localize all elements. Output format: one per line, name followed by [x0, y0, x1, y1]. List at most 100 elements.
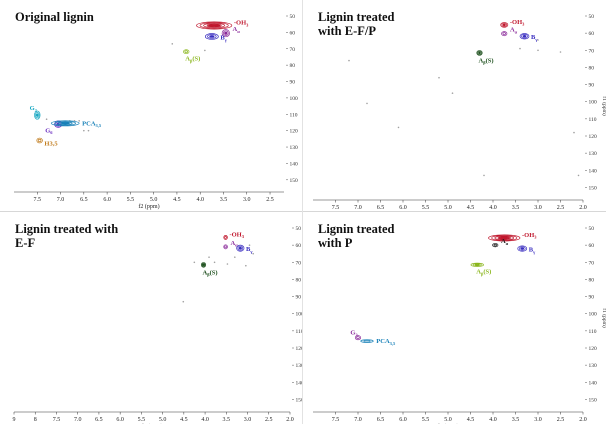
y-tick-label: 140 — [589, 168, 598, 174]
noise-point — [226, 263, 229, 265]
crosspeak-label: -OH3 — [510, 19, 525, 27]
crosspeak: Aα — [501, 27, 518, 37]
noise-point — [234, 256, 236, 258]
crosspeak: G2 — [350, 330, 362, 341]
panel-title: Original lignin — [15, 10, 94, 24]
x-tick-label: 3.5 — [223, 417, 231, 423]
x-tick-label: 4.0 — [196, 197, 204, 203]
y-axis: 50 60 70 80 90 100 110 120 130 140 150 f1 (ppm) — [585, 14, 606, 191]
x-tick-label: 7.0 — [57, 197, 65, 203]
x-tick-label: 3.0 — [534, 417, 542, 423]
crosspeak-label: Bγ — [220, 34, 227, 42]
x-tick-label: 4.5 — [467, 417, 475, 423]
noise-point — [348, 59, 350, 62]
crosspeak: Aα — [223, 240, 238, 250]
y-tick-label: 130 — [589, 363, 598, 369]
y-tick-label: 150 — [589, 397, 598, 403]
crosspeak-label: G2 — [30, 105, 38, 113]
crosspeak-label: Bγ — [531, 34, 538, 42]
y-tick-label: 90 — [290, 80, 296, 86]
crosspeak-label: Aα — [233, 26, 241, 34]
crosspeak-label: Bγ — [246, 246, 253, 254]
y-tick-label: 80 — [589, 65, 595, 71]
x-axis-label: f2 (ppm) — [138, 203, 159, 210]
y-tick-label: 120 — [589, 346, 598, 352]
y-tick-label: 150 — [589, 185, 598, 191]
noise-point — [252, 252, 254, 255]
crosspeak: H3,5 — [36, 137, 58, 147]
x-tick-label: 5.0 — [159, 417, 167, 423]
crosspeak: -OH3 — [500, 19, 525, 28]
crosspeak-label: G2 — [350, 330, 358, 338]
crosspeak: Bγ — [517, 245, 536, 255]
hsqc-spectrum-p: 7.57.06.56.05.55.04.54.03.53.02.52.0f2 (… — [313, 226, 606, 424]
x-tick-label: 7.5 — [53, 417, 61, 423]
crosspeak-label: Aβ(S) — [476, 269, 491, 277]
spectrum-panel-original-lignin: 7.5 7.0 6.5 6.0 5.5 5.0 4.5 4.0 3.5 3.0 2.5 f2 (ppm… — [0, 0, 303, 212]
y-tick-label: 100 — [290, 96, 299, 102]
crosspeak-label: -OH3 — [522, 232, 537, 240]
x-axis: 987.57.06.56.05.55.04.54.03.53.02.52.0f2… — [13, 411, 294, 424]
panel-divider-vertical — [302, 0, 303, 424]
crosspeak: Aα — [492, 238, 509, 248]
crosspeak-label: PCA3,5 — [376, 338, 396, 346]
y-tick-label: 100 — [589, 100, 598, 106]
hsqc-spectrum-ef-p: 7.57.06.56.05.55.04.54.03.53.02.52.0f2 (… — [313, 14, 606, 212]
crosspeak: -OH3 — [488, 232, 537, 242]
panel-title: Lignin treated with P — [318, 222, 395, 250]
y-tick-label: 60 — [296, 243, 302, 249]
x-tick-label: 2.5 — [265, 417, 273, 423]
spectrum-panel-p: 7.57.06.56.05.55.04.54.03.53.02.52.0f2 (… — [303, 212, 606, 424]
noise-point — [87, 129, 90, 132]
y-tick-label: 70 — [290, 47, 296, 53]
y-tick-label: 90 — [589, 295, 595, 301]
noise-point — [537, 39, 539, 41]
crosspeak: -OH3 — [196, 20, 249, 30]
y-tick-label: 80 — [296, 277, 302, 283]
noise-point — [451, 92, 454, 94]
noise-point — [573, 131, 575, 134]
crosspeak-label: Bγ — [529, 247, 536, 255]
x-tick-label: 8 — [34, 417, 37, 423]
crosspeak-label: PCA3,5 — [82, 120, 102, 128]
x-axis: 7.5 7.0 6.5 6.0 5.5 5.0 4.5 4.0 3.5 3.0 2.5 f2 (ppm… — [14, 191, 284, 210]
x-tick-label: 6.0 — [116, 417, 124, 423]
noise-point — [45, 118, 48, 120]
crosspeak-label: Aβ(S) — [203, 269, 218, 277]
noise-point — [213, 261, 216, 264]
noise-point — [397, 126, 400, 129]
y-tick-label: 140 — [589, 380, 598, 386]
crosspeak-label: G6 — [45, 127, 53, 135]
crosspeak: Aβ(S) — [470, 262, 491, 277]
x-tick-label: 5.5 — [127, 197, 135, 203]
y-tick-label: 70 — [589, 48, 595, 54]
x-tick-label: 3.0 — [534, 205, 542, 211]
x-tick-label: 6.5 — [95, 417, 103, 423]
y-tick-label: 120 — [290, 129, 299, 135]
panel-title: Lignin treated with E-F — [15, 222, 119, 250]
y-tick-label: 60 — [290, 30, 296, 36]
y-tick-label: 100 — [589, 312, 598, 318]
crosspeak-label: Aα — [510, 27, 518, 35]
x-tick-label: 5.5 — [138, 417, 146, 423]
x-tick-label: 4.0 — [201, 417, 209, 423]
noise-point — [78, 120, 80, 122]
crosspeak-label: Aα — [230, 240, 238, 248]
y-tick-label: 130 — [296, 363, 304, 369]
panel-divider — [0, 211, 606, 212]
x-tick-label: 3.5 — [220, 197, 228, 203]
crosspeak: Aβ(S) — [183, 49, 200, 63]
crosspeak-label: Aα — [501, 238, 509, 246]
noise-point — [193, 261, 196, 264]
y-tick-label: 140 — [290, 161, 299, 167]
noise-point — [519, 47, 521, 50]
noise-point — [559, 51, 562, 53]
noise-point — [483, 174, 485, 177]
y-tick-label: 120 — [589, 134, 598, 140]
x-tick-label: 6.0 — [399, 417, 407, 423]
spectrum-panel-ef-p: 7.57.06.56.05.55.04.54.03.53.02.52.0f2 (… — [303, 0, 606, 212]
x-tick-label: 6.0 — [103, 197, 111, 203]
crosspeak: Bγ — [519, 33, 538, 42]
y-tick-label: 60 — [589, 31, 595, 37]
y-axis: 50 60 70 80 90 100 110 120 130 140 150 — [292, 226, 303, 403]
